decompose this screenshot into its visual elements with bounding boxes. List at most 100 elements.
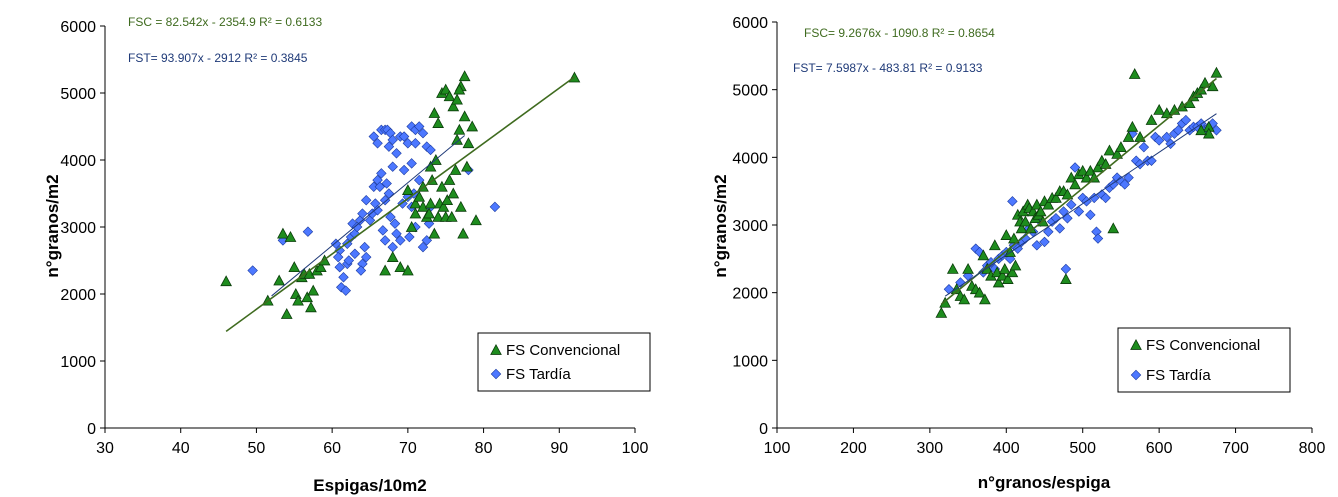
y-axis-title: n°granos/m2 xyxy=(43,174,62,277)
point-tardia xyxy=(349,248,361,260)
point-convencional xyxy=(305,301,317,313)
x-tick-label: 90 xyxy=(550,440,568,457)
point-tardia xyxy=(336,282,347,293)
point-tardia xyxy=(387,161,398,172)
point-tardia xyxy=(397,198,408,209)
point-convencional xyxy=(988,239,1001,251)
point-convencional xyxy=(445,210,458,222)
point-convencional xyxy=(428,107,441,118)
point-convencional xyxy=(458,110,471,122)
point-tardia xyxy=(1073,206,1085,217)
point-tardia xyxy=(332,251,344,263)
x-tick-label: 80 xyxy=(475,440,493,457)
point-tardia xyxy=(1153,135,1165,146)
legend-label-tardia: FS Tardía xyxy=(506,366,571,383)
legend-marker-convencional xyxy=(490,343,502,355)
point-convencional xyxy=(284,231,297,242)
point-convencional xyxy=(423,207,435,219)
point-tardia xyxy=(385,211,396,223)
point-convencional xyxy=(1103,144,1116,156)
point-convencional xyxy=(1210,66,1223,78)
point-tardia xyxy=(349,228,361,239)
series-fs-tardia xyxy=(247,121,501,296)
point-convencional xyxy=(991,266,1003,278)
point-convencional xyxy=(466,120,479,132)
equation-tardia: FST= 7.5987x - 483.81 R² = 0.9133 xyxy=(793,61,983,75)
point-convencional xyxy=(979,293,991,305)
point-tardia xyxy=(406,158,417,169)
point-convencional xyxy=(1009,259,1022,271)
legend-label-tardia: FS Tardía xyxy=(1146,367,1211,384)
equation-tardia: FST= 93.907x - 2912 R² = 0.3845 xyxy=(128,51,308,65)
x-tick-label: 100 xyxy=(622,440,649,457)
point-tardia xyxy=(406,121,417,132)
point-convencional xyxy=(1111,147,1123,159)
chart-panel-2: 0 1000 2000 3000 4000 5000 6000 100 200 300 400 500… xyxy=(711,15,1325,492)
point-tardia xyxy=(1077,192,1088,204)
point-convencional xyxy=(288,261,301,273)
point-tardia xyxy=(379,235,391,246)
point-convencional xyxy=(409,207,422,219)
point-tardia xyxy=(364,215,376,226)
y-tick-label: 2000 xyxy=(732,286,768,303)
point-convencional xyxy=(1065,171,1078,183)
point-tardia xyxy=(1100,192,1111,204)
y-axis-title: n°granos/m2 xyxy=(711,174,730,277)
point-tardia xyxy=(1119,179,1130,190)
trendline-tardia xyxy=(944,113,1217,297)
point-convencional xyxy=(1076,164,1089,176)
x-tick-label: 60 xyxy=(323,440,341,457)
point-convencional xyxy=(441,194,454,206)
legend-marker-tardia xyxy=(1130,369,1142,381)
x-tick-label: 40 xyxy=(172,440,190,457)
x-tick-label: 600 xyxy=(1146,440,1173,457)
x-tick-label: 50 xyxy=(248,440,266,457)
point-tardia xyxy=(1123,172,1134,183)
point-convencional xyxy=(992,276,1005,288)
point-convencional xyxy=(432,210,445,222)
point-tardia xyxy=(410,138,421,149)
point-convencional xyxy=(424,197,437,209)
point-convencional xyxy=(289,287,302,299)
point-tardia xyxy=(1039,236,1050,248)
point-convencional xyxy=(432,117,445,128)
point-convencional xyxy=(273,274,286,286)
point-convencional xyxy=(303,267,316,279)
x-tick-label: 400 xyxy=(993,440,1020,457)
point-tardia xyxy=(372,138,383,149)
point-tardia xyxy=(955,277,966,288)
point-tardia xyxy=(359,241,370,253)
point-tardia xyxy=(1211,125,1222,136)
point-convencional xyxy=(453,83,466,95)
point-convencional xyxy=(1195,124,1208,136)
point-convencional xyxy=(428,227,441,239)
point-tardia xyxy=(338,272,349,283)
point-convencional xyxy=(386,251,399,262)
point-convencional xyxy=(1168,103,1181,115)
point-convencional xyxy=(1069,178,1081,190)
point-convencional xyxy=(292,294,304,306)
point-tardia xyxy=(425,144,436,156)
point-convencional xyxy=(314,261,327,273)
point-tardia xyxy=(1031,240,1043,251)
trendline-tardia xyxy=(271,135,465,297)
point-convencional xyxy=(462,137,475,149)
point-tardia xyxy=(357,208,368,219)
point-convencional xyxy=(1050,191,1062,203)
point-tardia xyxy=(1050,213,1062,224)
point-convencional xyxy=(1092,161,1104,173)
point-convencional xyxy=(301,291,314,303)
point-convencional xyxy=(1126,120,1139,132)
point-tardia xyxy=(1012,243,1023,254)
point-tardia xyxy=(1043,226,1054,237)
point-convencional xyxy=(1042,198,1055,210)
equation-convencional: FSC = 82.542x - 2354.9 R² = 0.6133 xyxy=(128,15,322,29)
point-tardia xyxy=(355,265,367,276)
point-convencional xyxy=(1061,188,1074,200)
point-convencional xyxy=(417,200,429,212)
chart-panel-1: 0 1000 2000 3000 4000 5000 6000 30 40 50 60 70 80 90 1… xyxy=(43,15,651,495)
point-tardia xyxy=(421,235,433,246)
point-convencional xyxy=(277,227,289,239)
point-tardia xyxy=(402,138,414,149)
